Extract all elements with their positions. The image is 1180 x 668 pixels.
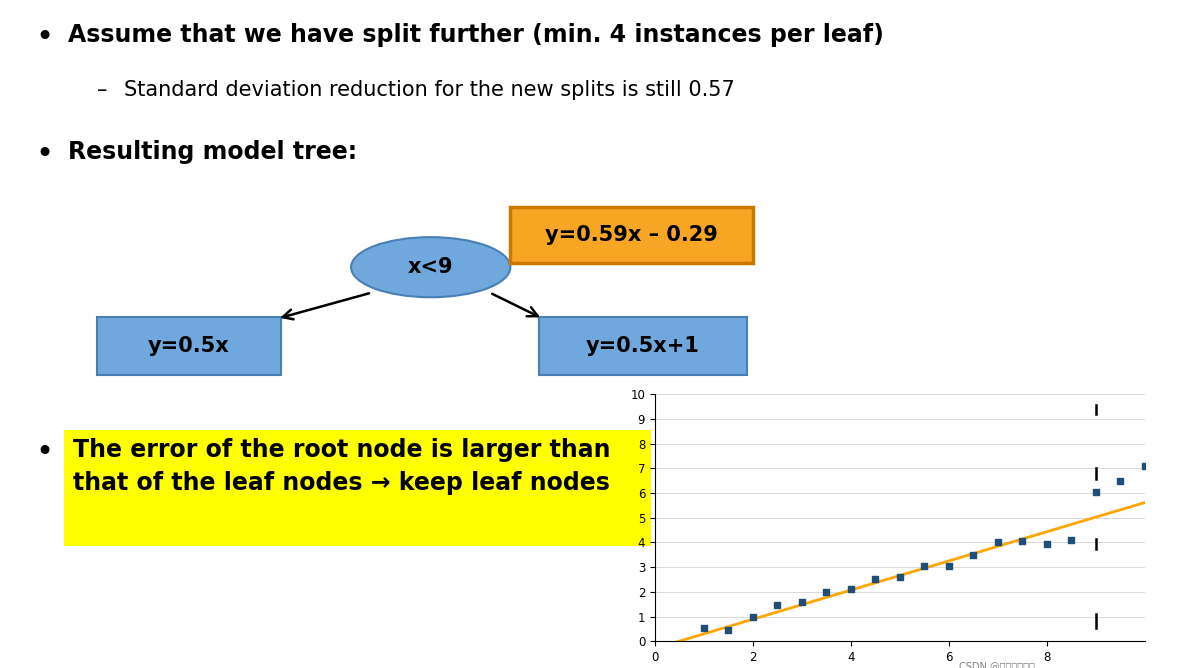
Point: [841, 584, 860, 595]
Point: [694, 623, 713, 633]
Point: [914, 560, 933, 571]
Point: [793, 597, 812, 607]
Text: y=0.59x – 0.29: y=0.59x – 0.29: [545, 225, 717, 245]
Ellipse shape: [350, 237, 510, 297]
Point: [939, 560, 958, 571]
Text: Assume that we have split further (min. 4 instances per leaf): Assume that we have split further (min. …: [68, 23, 884, 47]
Point: [1110, 476, 1129, 486]
Point: [964, 549, 983, 560]
Point: [1086, 486, 1104, 497]
FancyBboxPatch shape: [97, 317, 281, 375]
FancyBboxPatch shape: [510, 207, 753, 263]
Point: [719, 625, 738, 635]
Point: [768, 600, 787, 611]
Point: [989, 537, 1008, 548]
Text: y=0.5x+1: y=0.5x+1: [586, 336, 700, 356]
Text: •: •: [35, 438, 53, 466]
Point: [817, 587, 835, 597]
Text: The error of the root node is larger than
that of the leaf nodes → keep leaf nod: The error of the root node is larger tha…: [73, 438, 611, 495]
Text: Resulting model tree:: Resulting model tree:: [68, 140, 358, 164]
Point: [1012, 536, 1031, 546]
Text: –: –: [97, 80, 107, 100]
Text: x<9: x<9: [408, 257, 453, 277]
FancyBboxPatch shape: [539, 317, 747, 375]
Text: Standard deviation reduction for the new splits is still 0.57: Standard deviation reduction for the new…: [124, 80, 735, 100]
Text: y=0.5x: y=0.5x: [148, 336, 230, 356]
Point: [1160, 450, 1179, 461]
FancyBboxPatch shape: [64, 430, 651, 546]
Point: [743, 611, 762, 622]
Point: [866, 574, 885, 585]
Text: CSDN @大白要努力啊: CSDN @大白要努力啊: [958, 661, 1035, 668]
Text: •: •: [35, 23, 53, 52]
Point: [1135, 460, 1154, 471]
Point: [890, 572, 909, 582]
Text: •: •: [35, 140, 53, 169]
Point: [1037, 538, 1056, 549]
Point: [1062, 534, 1081, 545]
